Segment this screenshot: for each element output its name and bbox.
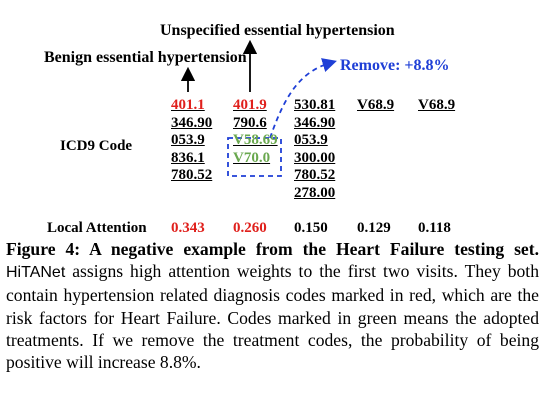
figure-caption: Figure 4: A negative example from the He… <box>6 238 539 373</box>
figure-annotation-arrows <box>180 39 337 177</box>
code-v68-9: V68.9 <box>418 97 456 113</box>
visit-3-codes: 530.81 346.90 053.9 300.00 780.52 278.00 <box>294 97 335 202</box>
remove-effect-label: Remove: +8.8% <box>340 57 450 74</box>
code-v70-0: V70.0 <box>233 149 271 166</box>
visit-5-codes: V68.9 <box>418 97 455 115</box>
code-836-1: 836.1 <box>171 149 205 166</box>
caption-label: Figure 4: A negative example from the He… <box>6 239 539 259</box>
remove-arrow <box>269 58 337 139</box>
visit-2-codes: 401.9 790.6 V58.69 V70.0 <box>233 97 278 167</box>
attention-value-visit-4: 0.129 <box>357 220 391 236</box>
code-790-6: 790.6 <box>233 114 267 131</box>
code-401-1: 401.1 <box>171 97 205 113</box>
caption-model-name: HiTANet <box>6 264 66 282</box>
icd9-row-label: ICD9 Code <box>60 138 133 154</box>
code-401-9: 401.9 <box>233 97 267 113</box>
code-v58-69: V58.69 <box>233 132 278 148</box>
code-053-9: 053.9 <box>171 132 205 148</box>
code-300-00: 300.00 <box>294 149 336 166</box>
benign-hypertension-label: Benign essential hypertension <box>44 49 247 66</box>
attention-value-visit-1: 0.343 <box>171 220 205 236</box>
caption-body: assigns high attention weights to the fi… <box>6 261 539 373</box>
attention-row-label: Local Attention <box>47 220 147 236</box>
attention-value-visit-2: 0.260 <box>233 220 267 236</box>
visit-1-codes: 401.1 346.90 053.9 836.1 780.52 <box>171 97 212 185</box>
code-530-81: 530.81 <box>294 97 336 113</box>
code-346-90: 346.90 <box>171 114 213 131</box>
attention-value-visit-3: 0.150 <box>294 220 328 236</box>
treatment-codes-dashed-box <box>227 137 282 177</box>
attention-value-visit-5: 0.118 <box>418 220 451 236</box>
code-780-52: 780.52 <box>294 167 336 183</box>
code-v68-9: V68.9 <box>357 97 395 113</box>
visit-4-codes: V68.9 <box>357 97 394 115</box>
code-053-9: 053.9 <box>294 132 328 148</box>
code-346-90: 346.90 <box>294 114 336 131</box>
code-278-00: 278.00 <box>294 184 336 201</box>
unspecified-hypertension-label: Unspecified essential hypertension <box>160 22 395 39</box>
code-780-52: 780.52 <box>171 167 213 183</box>
